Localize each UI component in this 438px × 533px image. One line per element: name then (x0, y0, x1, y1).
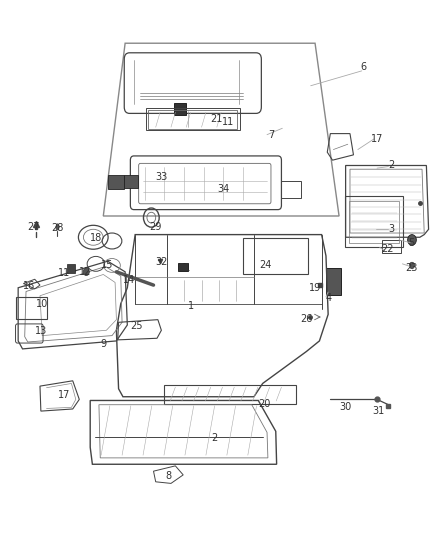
Text: 24: 24 (260, 260, 272, 270)
Text: 29: 29 (149, 222, 162, 232)
Text: 10: 10 (36, 298, 48, 309)
Text: 13: 13 (35, 326, 47, 336)
Text: 32: 32 (155, 257, 168, 267)
Text: 20: 20 (259, 399, 271, 409)
Text: 27: 27 (27, 222, 40, 232)
Text: 1: 1 (187, 301, 194, 311)
Text: 7: 7 (268, 130, 275, 140)
Text: 17: 17 (58, 390, 70, 400)
Circle shape (410, 262, 415, 269)
Text: 11: 11 (58, 268, 70, 278)
FancyBboxPatch shape (124, 175, 138, 188)
Text: 16: 16 (23, 281, 35, 291)
Text: 31: 31 (373, 406, 385, 416)
Circle shape (83, 268, 89, 276)
Text: 4: 4 (325, 293, 331, 303)
Text: 2: 2 (212, 433, 218, 443)
Text: 28: 28 (51, 223, 64, 233)
FancyBboxPatch shape (174, 103, 186, 115)
Text: 6: 6 (360, 62, 366, 72)
Circle shape (408, 235, 417, 245)
Text: 22: 22 (381, 245, 393, 254)
Text: 18: 18 (90, 233, 102, 244)
Text: 2: 2 (389, 160, 395, 171)
FancyBboxPatch shape (178, 263, 188, 271)
Text: 17: 17 (371, 134, 383, 144)
FancyBboxPatch shape (326, 268, 341, 295)
Text: 34: 34 (217, 184, 230, 195)
Text: 9: 9 (100, 338, 106, 349)
Text: 21: 21 (211, 114, 223, 124)
Text: 8: 8 (166, 472, 172, 481)
Text: 15: 15 (101, 260, 113, 270)
Text: 12: 12 (79, 267, 91, 277)
FancyBboxPatch shape (108, 175, 124, 189)
Text: 26: 26 (300, 313, 312, 324)
Text: 30: 30 (339, 402, 352, 413)
Text: 21: 21 (178, 263, 190, 272)
Text: 23: 23 (405, 263, 417, 272)
Text: 11: 11 (222, 117, 234, 127)
Text: 14: 14 (124, 275, 136, 285)
Text: 5: 5 (408, 238, 414, 247)
Text: 19: 19 (309, 283, 321, 293)
Text: 25: 25 (130, 321, 142, 331)
FancyBboxPatch shape (67, 264, 75, 273)
Text: 33: 33 (155, 172, 167, 182)
Text: 3: 3 (389, 224, 395, 235)
